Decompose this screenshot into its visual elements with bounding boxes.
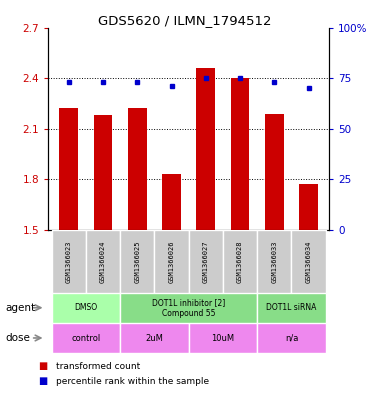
Text: GSM1366024: GSM1366024 (100, 240, 106, 283)
Text: GSM1366033: GSM1366033 (271, 240, 277, 283)
Text: DOT1L inhibitor [2]
Compound 55: DOT1L inhibitor [2] Compound 55 (152, 298, 225, 318)
Bar (120, 293, 257, 323)
Bar (196, 68, 215, 230)
Bar (154, 230, 189, 293)
Bar (162, 174, 181, 230)
Bar (299, 184, 318, 230)
Bar (120, 230, 154, 293)
Text: GSM1366026: GSM1366026 (169, 240, 174, 283)
Text: GDS5620 / ILMN_1794512: GDS5620 / ILMN_1794512 (98, 14, 271, 27)
Bar (257, 293, 326, 323)
Text: transformed count: transformed count (56, 362, 140, 371)
Bar (223, 230, 257, 293)
Text: GSM1366034: GSM1366034 (306, 240, 311, 283)
Text: n/a: n/a (285, 334, 298, 343)
Text: control: control (71, 334, 100, 343)
Bar (52, 230, 86, 293)
Text: 2uM: 2uM (146, 334, 163, 343)
Bar (231, 78, 249, 230)
Bar (59, 108, 78, 230)
Bar (94, 115, 112, 230)
Text: 10uM: 10uM (211, 334, 234, 343)
Text: DMSO: DMSO (74, 303, 97, 312)
Bar (120, 323, 189, 353)
Bar (52, 323, 120, 353)
Bar (257, 230, 291, 293)
Text: agent: agent (5, 303, 35, 313)
Bar (189, 323, 257, 353)
Text: DOT1L siRNA: DOT1L siRNA (266, 303, 316, 312)
Text: GSM1366027: GSM1366027 (203, 240, 209, 283)
Bar (128, 108, 147, 230)
Text: GSM1366023: GSM1366023 (66, 240, 72, 283)
Bar (86, 230, 120, 293)
Bar (291, 230, 326, 293)
Bar (265, 114, 284, 230)
Bar (257, 323, 326, 353)
Text: dose: dose (5, 333, 30, 343)
Text: ■: ■ (38, 376, 48, 386)
Text: percentile rank within the sample: percentile rank within the sample (56, 377, 209, 386)
Text: GSM1366028: GSM1366028 (237, 240, 243, 283)
Text: ■: ■ (38, 361, 48, 371)
Bar (189, 230, 223, 293)
Bar (52, 293, 120, 323)
Text: GSM1366025: GSM1366025 (134, 240, 140, 283)
